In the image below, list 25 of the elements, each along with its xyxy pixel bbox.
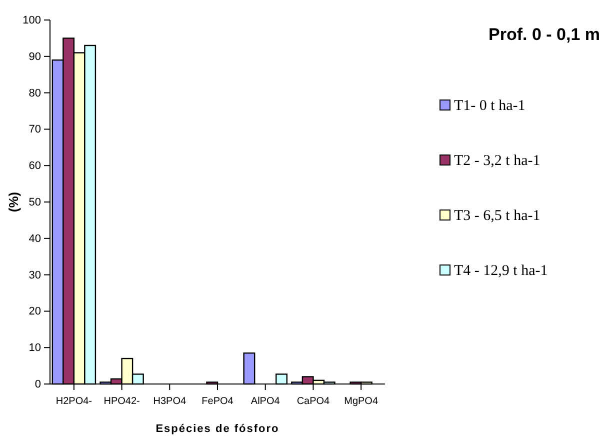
x-axis-title: Espécies de fósforo <box>156 423 280 435</box>
y-tick-label: 0 <box>34 378 41 391</box>
text: Prof. 0 - 0,1 m <box>488 25 600 44</box>
y-tick-label: 90 <box>28 50 41 63</box>
y-tick-label: 100 <box>22 14 41 27</box>
y-tick-label: 80 <box>28 87 41 100</box>
x-tick-label: HPO42- <box>104 396 140 407</box>
x-tick-label: H2PO4- <box>56 396 92 407</box>
y-axis-title: (%) <box>6 192 21 212</box>
x-tick-label: MgPO4 <box>344 396 378 407</box>
x-tick-label: H3PO4 <box>153 396 186 407</box>
y-tick-label: 20 <box>28 306 41 318</box>
x-tick-label: CaPO4 <box>296 396 330 407</box>
legend-label: T3 - 6,5 t ha-1 <box>454 208 540 224</box>
y-tick-label: 50 <box>28 196 41 209</box>
legend-label: T2 - 3,2 t ha-1 <box>454 153 540 169</box>
y-tick-label: 40 <box>28 232 41 245</box>
legend-label: T4 - 12,9 t ha-1 <box>454 263 548 279</box>
x-tick-label: AlPO4 <box>250 396 280 407</box>
y-tick-label: 60 <box>28 160 41 172</box>
y-tick-label: 30 <box>28 269 41 282</box>
y-tick-label: 70 <box>28 124 41 136</box>
x-tick-label: FePO4 <box>202 396 234 407</box>
y-tick-label: 10 <box>28 342 41 354</box>
legend-label: T1- 0 t ha-1 <box>454 98 526 114</box>
